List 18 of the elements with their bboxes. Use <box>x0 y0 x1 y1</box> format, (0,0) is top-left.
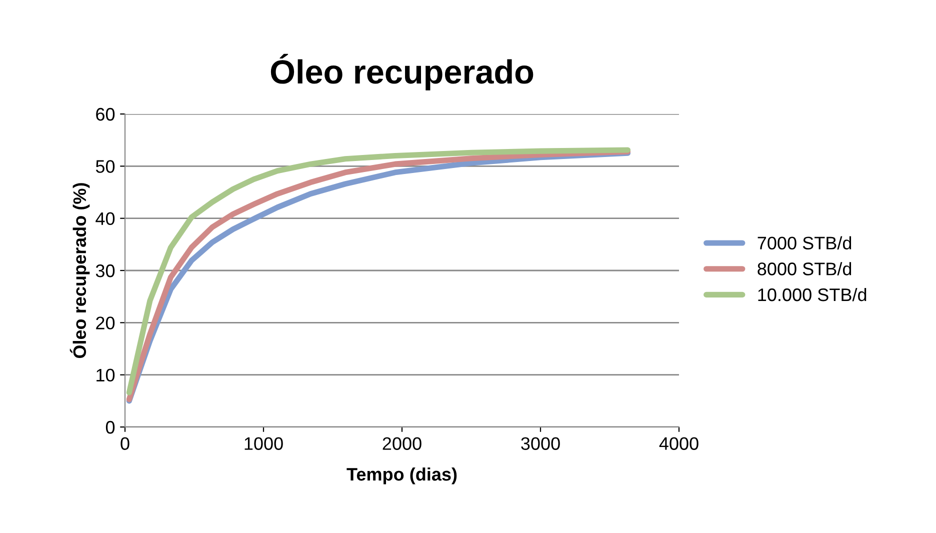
legend-label: 8000 STB/d <box>758 262 852 276</box>
y-tick-label: 50 <box>96 160 115 173</box>
legend-label: 10.000 STB/d <box>758 288 866 302</box>
y-axis-title: Óleo recuperado (%) <box>70 183 90 358</box>
x-tick-label: 2000 <box>382 437 422 450</box>
legend-label: 7000 STB/d <box>758 236 852 250</box>
y-tick-label: 40 <box>96 212 115 226</box>
x-tick-label: 1000 <box>244 437 283 450</box>
y-tick-label: 20 <box>96 316 115 330</box>
y-tick-label: 0 <box>106 420 115 434</box>
x-tick-label: 0 <box>120 437 130 450</box>
y-tick-label: 10 <box>96 368 115 382</box>
y-tick-label: 60 <box>96 108 115 121</box>
x-tick-label: 4000 <box>659 437 698 450</box>
chart-title: Óleo recuperado <box>270 54 534 90</box>
x-axis-title: Tempo (dias) <box>346 467 457 484</box>
y-tick-label: 30 <box>96 264 115 278</box>
x-tick-label: 3000 <box>521 437 560 450</box>
